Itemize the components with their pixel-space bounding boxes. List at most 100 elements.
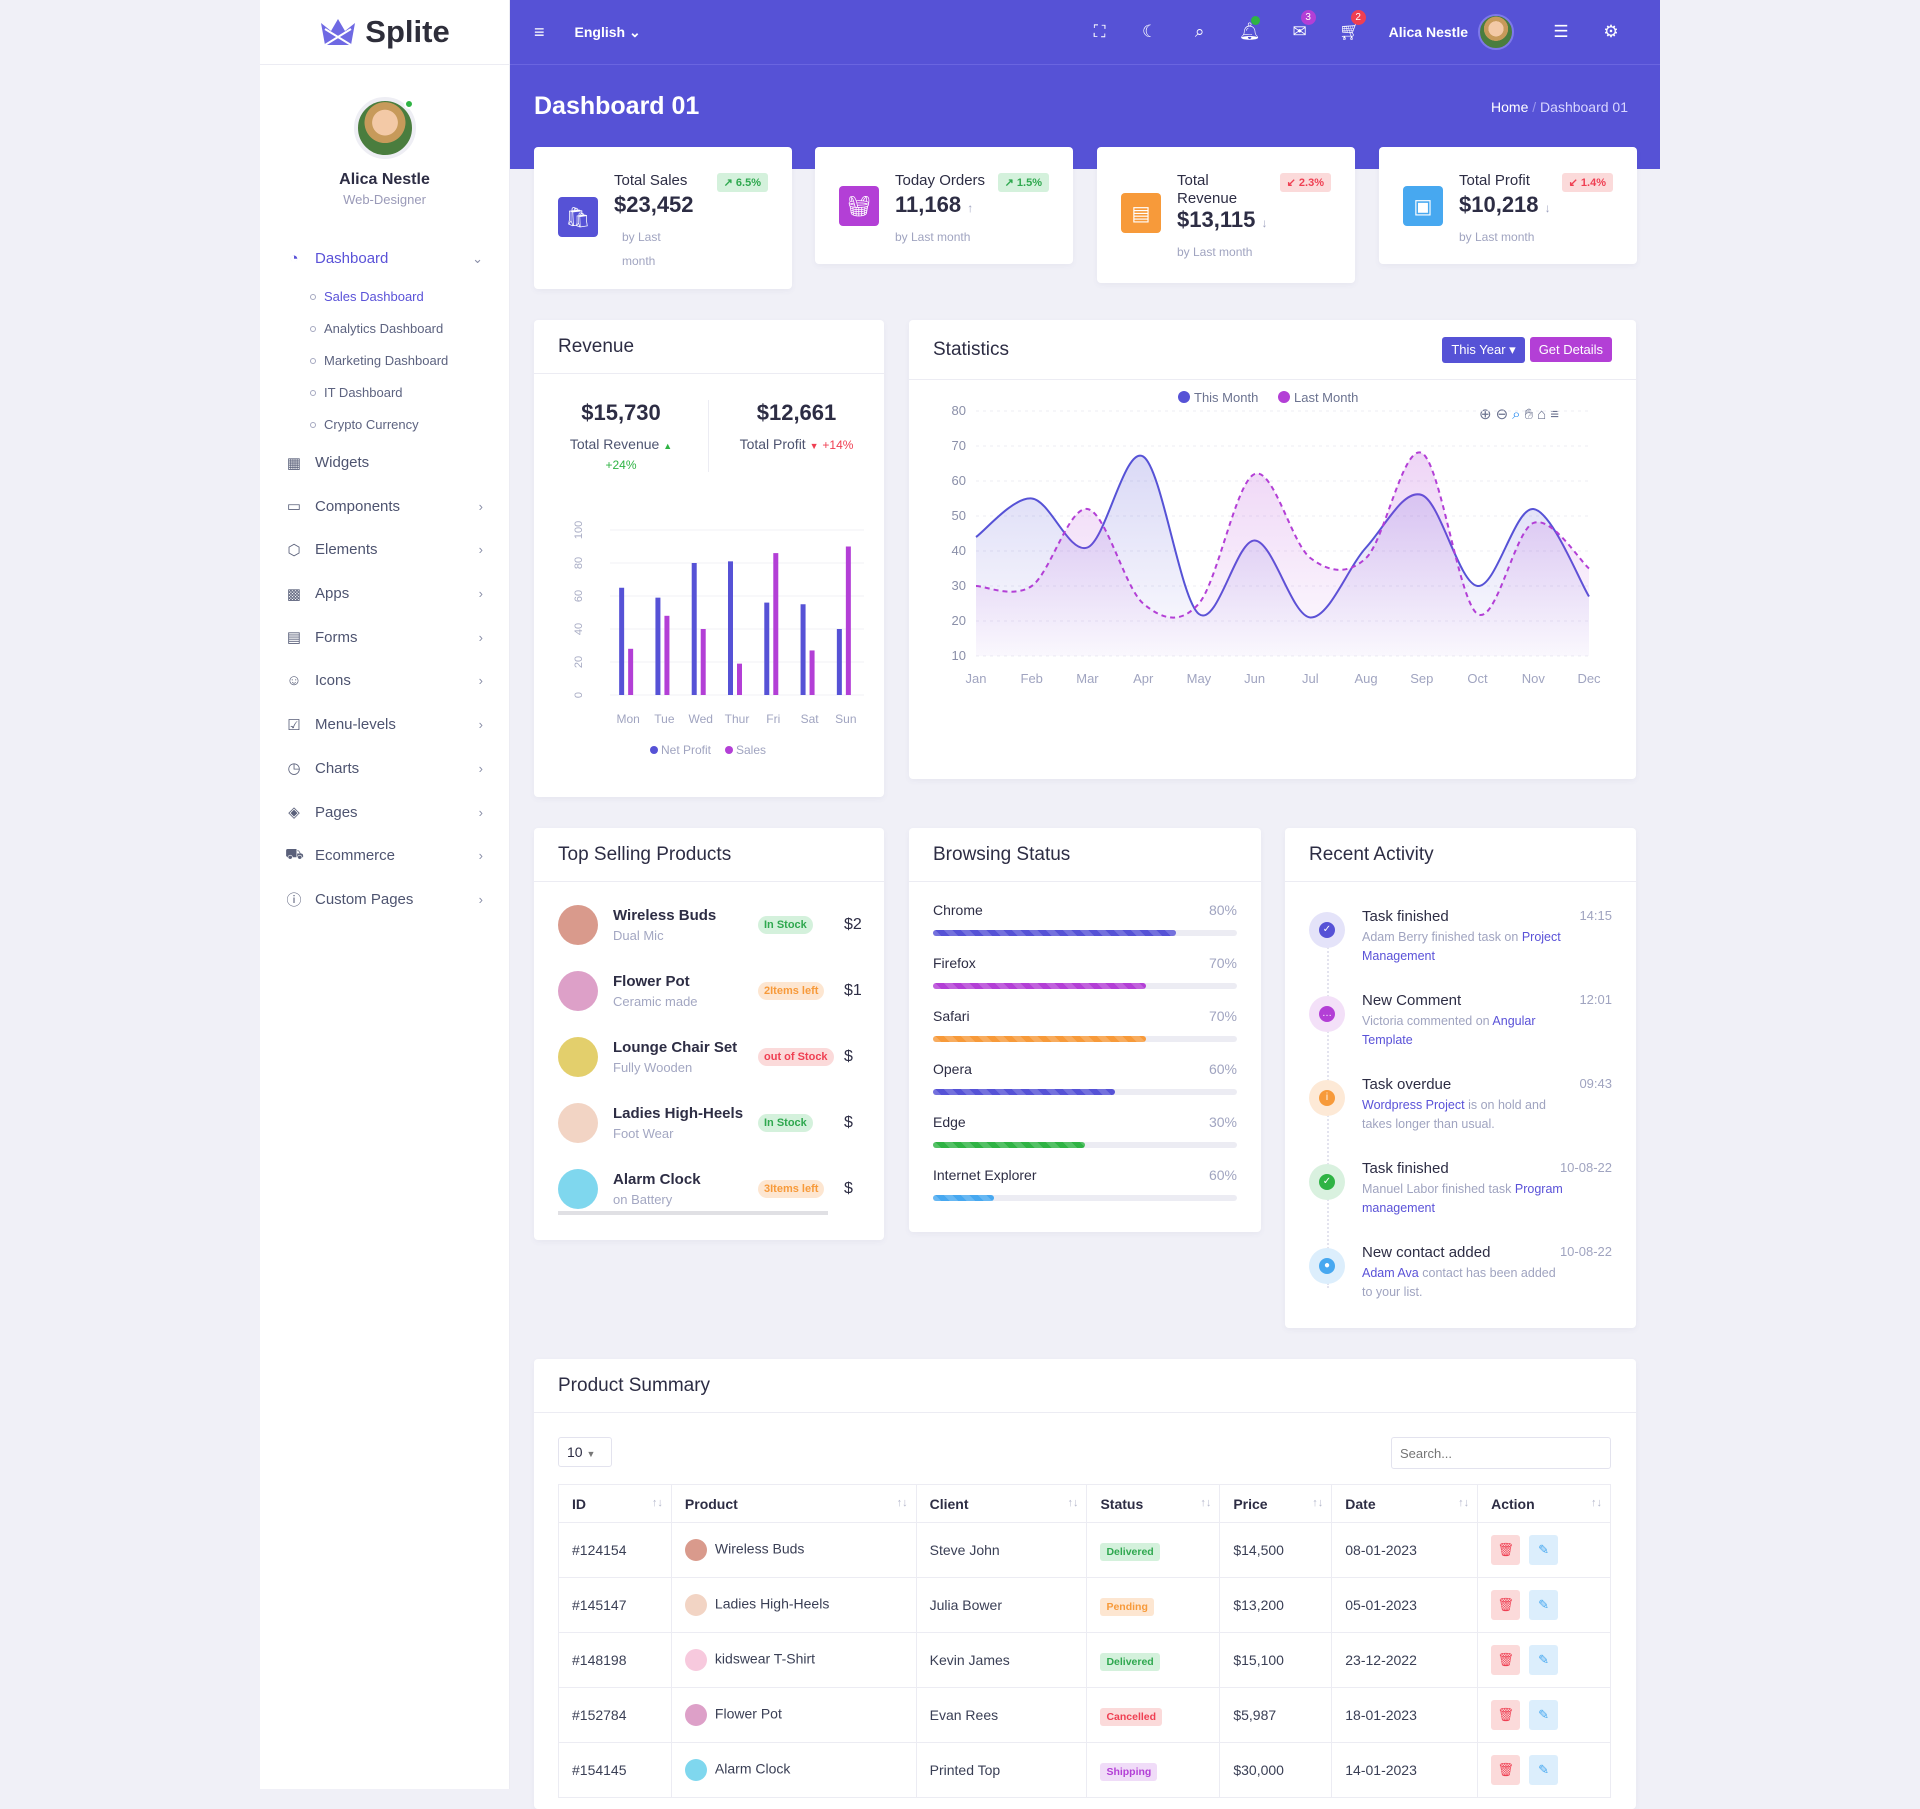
sort-icon[interactable]: ↑↓ bbox=[896, 1497, 908, 1509]
edit-pencil-icon[interactable]: ✎ bbox=[1529, 1700, 1559, 1730]
this-year-dropdown[interactable]: This Year ▾ bbox=[1442, 336, 1525, 363]
delete-trash-icon[interactable]: 🗑︎ bbox=[1491, 1645, 1521, 1675]
activity-time: 12:01 bbox=[1579, 992, 1612, 1007]
delete-trash-icon[interactable]: 🗑︎ bbox=[1491, 1755, 1521, 1785]
arrow-down-left-icon: ↙ bbox=[1286, 177, 1296, 189]
sort-icon[interactable]: ↑↓ bbox=[1458, 1497, 1470, 1509]
sidebar-item-charts[interactable]: ◷ Charts › bbox=[260, 747, 509, 791]
sort-icon[interactable]: ↑↓ bbox=[651, 1497, 663, 1509]
card-title: Revenue bbox=[534, 320, 884, 374]
settings-gear-icon[interactable]: ⚙ bbox=[1603, 22, 1619, 41]
grid-icon: ▩ bbox=[286, 585, 302, 603]
column-header-status[interactable]: Status ↑↓ bbox=[1086, 1484, 1221, 1523]
zoom-out-icon[interactable]: ⊖ bbox=[1495, 406, 1513, 423]
sidebar-subitem[interactable]: Sales Dashboard bbox=[260, 281, 509, 313]
product-list-item[interactable]: Wireless Buds Dual Mic In Stock $2 bbox=[534, 892, 884, 958]
bar-net-profit bbox=[764, 602, 770, 695]
breadcrumb-home[interactable]: Home bbox=[1491, 99, 1529, 115]
sidebar-item-ecommerce[interactable]: ⛟ Ecommerce › bbox=[260, 834, 509, 878]
info-icon: ⓘ bbox=[286, 891, 302, 909]
stat-card: 🧺︎ Today Orders ↗ 1.5% 11,168 ↑ by Last … bbox=[815, 147, 1073, 264]
language-select[interactable]: English ⌄ bbox=[575, 24, 641, 41]
sidebar: Splite Alica Nestle Web-Designer ◔ Dashbo… bbox=[260, 0, 510, 1789]
zoom-in-icon[interactable]: ⊕ bbox=[1479, 406, 1496, 423]
sidebar-item-dashboard[interactable]: ◔ Dashboard ⌄ bbox=[260, 237, 509, 281]
chevron-right-icon: › bbox=[478, 629, 483, 645]
delete-trash-icon[interactable]: 🗑︎ bbox=[1491, 1590, 1521, 1620]
product-price: $ bbox=[844, 1180, 853, 1197]
reset-home-icon[interactable]: ⌂ bbox=[1537, 406, 1551, 423]
dark-mode-moon-icon[interactable]: ☾ bbox=[1142, 22, 1158, 41]
horizontal-scrollbar[interactable] bbox=[558, 1211, 828, 1215]
search-icon[interactable]: ⌕ bbox=[1194, 22, 1205, 41]
sidebar-item-widgets[interactable]: ▦ Widgets bbox=[260, 441, 509, 485]
sort-icon[interactable]: ↑↓ bbox=[1067, 1497, 1079, 1509]
product-list-item[interactable]: Flower Pot Ceramic made 2Items left $1 bbox=[534, 958, 884, 1024]
column-header-price[interactable]: Price ↑↓ bbox=[1219, 1484, 1333, 1523]
chart-menu-icon[interactable]: ≡ bbox=[1550, 406, 1563, 423]
sort-lines-icon[interactable]: ☰ bbox=[1553, 22, 1569, 41]
get-details-button[interactable]: Get Details bbox=[1529, 337, 1612, 362]
language-label: English bbox=[574, 23, 626, 40]
sidebar-item-forms[interactable]: ▤ Forms › bbox=[260, 615, 509, 659]
total-profit-value: $12,661 bbox=[756, 400, 837, 425]
pan-hand-icon[interactable]: ✋︎ bbox=[1524, 406, 1538, 423]
brand-logo[interactable]: Splite bbox=[260, 0, 509, 65]
product-list-item[interactable]: Alarm Clock on Battery 3Items left $ bbox=[534, 1156, 884, 1222]
mail-icon[interactable]: ✉ 3 bbox=[1275, 10, 1325, 42]
activity-link[interactable]: Angular Template bbox=[1362, 1014, 1536, 1047]
stat-value: 11,168 ↑ bbox=[895, 192, 973, 218]
edit-pencil-icon[interactable]: ✎ bbox=[1529, 1590, 1559, 1620]
table-search-input[interactable] bbox=[1391, 1437, 1611, 1469]
sidebar-item-icons[interactable]: ☺ Icons › bbox=[260, 659, 509, 703]
sidebar-item-apps[interactable]: ▩ Apps › bbox=[260, 572, 509, 616]
cell-product: Wireless Buds bbox=[670, 1522, 917, 1578]
cart-icon[interactable]: 🛒︎ 2 bbox=[1325, 10, 1375, 42]
arrow-up-icon: ↑ bbox=[967, 201, 974, 215]
delete-trash-icon[interactable]: 🗑︎ bbox=[1491, 1700, 1521, 1730]
sort-icon[interactable]: ↑↓ bbox=[1591, 1497, 1602, 1509]
column-header-product[interactable]: Product ↑↓ bbox=[670, 1484, 917, 1523]
browser-name: Opera bbox=[933, 1061, 972, 1077]
sidebar-item-menu-levels[interactable]: ☑ Menu-levels › bbox=[260, 703, 509, 747]
avatar[interactable] bbox=[353, 97, 416, 159]
sidebar-item-components[interactable]: ▭ Components › bbox=[260, 484, 509, 528]
sidebar-subitem[interactable]: Crypto Currency bbox=[260, 409, 509, 441]
sidebar-subitem[interactable]: IT Dashboard bbox=[260, 377, 509, 409]
page-size-select[interactable]: 10 ▼ bbox=[558, 1437, 612, 1467]
cell-price: $14,500 bbox=[1219, 1522, 1333, 1578]
layers-icon: ◈ bbox=[288, 804, 300, 822]
product-image bbox=[558, 905, 598, 945]
sort-icon[interactable]: ↑↓ bbox=[1312, 1497, 1324, 1509]
sidebar-subitem[interactable]: Marketing Dashboard bbox=[260, 345, 509, 377]
sidebar-item-elements[interactable]: ⬡ Elements › bbox=[260, 528, 509, 572]
sidebar-subitem[interactable]: Analytics Dashboard bbox=[260, 313, 509, 345]
product-desc: Fully Wooden bbox=[613, 1060, 693, 1075]
column-header-client[interactable]: Client ↑↓ bbox=[915, 1484, 1088, 1523]
activity-link[interactable]: Program management bbox=[1362, 1182, 1563, 1215]
edit-pencil-icon[interactable]: ✎ bbox=[1529, 1645, 1559, 1675]
activity-link[interactable]: Wordpress Project bbox=[1362, 1098, 1465, 1112]
sort-icon[interactable]: ↑↓ bbox=[1200, 1497, 1212, 1509]
column-header-action[interactable]: Action ↑↓ bbox=[1477, 1484, 1611, 1523]
selection-zoom-icon[interactable]: ⌕ bbox=[1512, 406, 1525, 423]
cell-status: Cancelled bbox=[1086, 1687, 1221, 1743]
sidebar-item-custom-pages[interactable]: ⓘ Custom Pages › bbox=[260, 878, 509, 922]
product-list-item[interactable]: Ladies High-Heels Foot Wear In Stock $ bbox=[534, 1090, 884, 1156]
header-avatar[interactable] bbox=[1478, 14, 1514, 50]
activity-item: ✓ Task finished 10-08-22 Manuel Labor finis… bbox=[1285, 1160, 1636, 1244]
column-header-id[interactable]: ID ↑↓ bbox=[558, 1484, 672, 1523]
notification-bell-icon[interactable]: 🔔︎ bbox=[1225, 16, 1275, 42]
edit-pencil-icon[interactable]: ✎ bbox=[1529, 1535, 1559, 1565]
delete-trash-icon[interactable]: 🗑︎ bbox=[1491, 1535, 1521, 1565]
activity-link[interactable]: Project Management bbox=[1362, 930, 1561, 963]
column-header-date[interactable]: Date ↑↓ bbox=[1331, 1484, 1479, 1523]
header-user-name[interactable]: Alica Nestle bbox=[1388, 24, 1468, 40]
edit-pencil-icon[interactable]: ✎ bbox=[1529, 1755, 1559, 1785]
product-list-item[interactable]: Lounge Chair Set Fully Wooden out of Stock… bbox=[534, 1024, 884, 1090]
menu-toggle-icon[interactable]: ≡ bbox=[534, 21, 545, 42]
activity-link[interactable]: Adam Ava bbox=[1362, 1266, 1419, 1280]
cell-status: Pending bbox=[1086, 1577, 1221, 1633]
fullscreen-icon[interactable]: ⛶ bbox=[1093, 22, 1106, 41]
sidebar-item-pages[interactable]: ◈ Pages › bbox=[260, 790, 509, 834]
